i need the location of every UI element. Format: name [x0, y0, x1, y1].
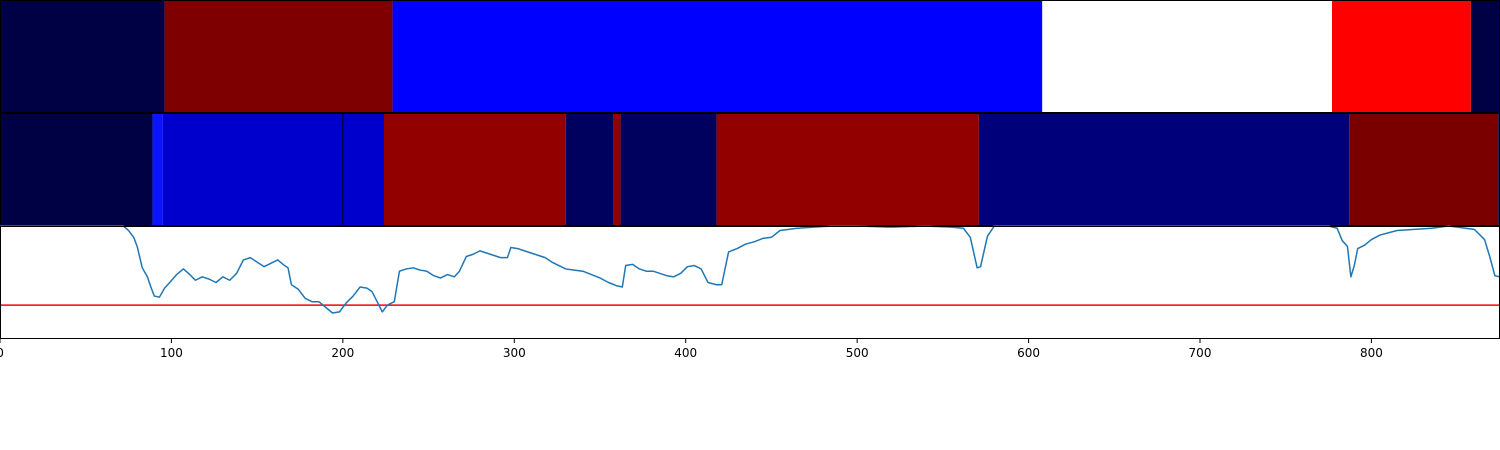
strip-segment-2-5 — [565, 113, 614, 226]
line-plot — [0, 225, 1500, 339]
x-tick-label-6: 600 — [1017, 346, 1040, 360]
strip-segment-2-9 — [978, 113, 1350, 226]
strip-segment-1-4 — [1332, 0, 1471, 113]
x-tick-label-7: 700 — [1189, 346, 1212, 360]
x-tick-label-0: 0 — [0, 346, 4, 360]
strip-segment-1-0 — [0, 0, 165, 113]
strip-segment-2-8 — [716, 113, 979, 226]
plot-background — [0, 226, 1500, 339]
x-tick-label-5: 500 — [846, 346, 869, 360]
strip-segment-1-1 — [164, 0, 393, 113]
strip-segment-2-3 — [342, 113, 384, 226]
x-tick-label-8: 800 — [1360, 346, 1383, 360]
strip-segment-2-4 — [384, 113, 566, 226]
strip-segment-1-3 — [1042, 0, 1332, 113]
strip-segment-2-0 — [0, 113, 153, 226]
x-tick-label-3: 300 — [503, 346, 526, 360]
strip-segment-1-5 — [1470, 0, 1500, 113]
color-strip-top — [0, 0, 1500, 113]
x-axis: 0 100 200 300 400 500 600 700 800 — [0, 339, 1383, 360]
strip-segment-2-7 — [620, 113, 717, 226]
x-tick-label-4: 400 — [674, 346, 697, 360]
strip-segment-2-6 — [613, 113, 621, 226]
x-tick-label-1: 100 — [160, 346, 183, 360]
strip-segment-2-2 — [162, 113, 343, 226]
strip-segment-2-10 — [1349, 113, 1499, 226]
color-strip-middle — [0, 113, 1500, 226]
strip-segment-2-1 — [152, 113, 163, 226]
strip-segment-1-2 — [392, 0, 1043, 113]
x-tick-label-2: 200 — [331, 346, 354, 360]
